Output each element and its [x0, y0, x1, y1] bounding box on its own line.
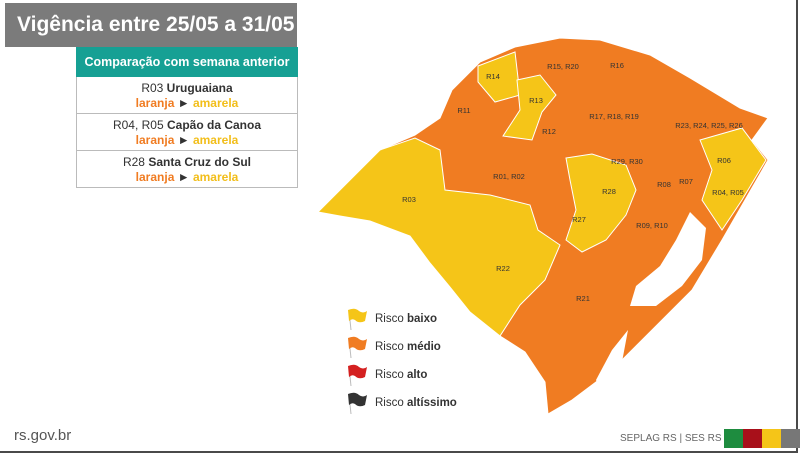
comparison-row: R04, R05 Capão da Canoa laranja ► amarela: [76, 114, 298, 151]
rs-flag-bars: [724, 429, 800, 448]
region-label: R09, R10: [636, 221, 668, 230]
legend-level: médio: [406, 341, 441, 353]
page-title: Vigência entre 25/05 a 31/05: [5, 3, 297, 47]
flag-bar-yellow: [762, 429, 781, 448]
region-label: R15, R20: [547, 62, 579, 71]
legend-level: baixo: [406, 313, 438, 325]
region-code: R03: [141, 81, 164, 95]
region-label: R13: [529, 96, 543, 105]
region-name: Santa Cruz do Sul: [148, 155, 252, 169]
region-name: Uruguaiana: [166, 81, 233, 95]
lagoa-mirim: [596, 330, 628, 396]
region-label: R22: [496, 264, 510, 273]
legend-prefix: Risco: [375, 397, 404, 409]
credits: SEPLAG RS | SES RS: [620, 433, 722, 444]
comparison-row: R28 Santa Cruz do Sul laranja ► amarela: [76, 151, 298, 188]
comparison-header: Comparação com semana anterior: [76, 47, 298, 77]
region-name: Capão da Canoa: [167, 118, 262, 132]
region-label: R12: [542, 127, 556, 136]
region-label: R21: [576, 294, 590, 303]
legend-level: alto: [406, 369, 428, 381]
legend-item: Risco altíssimo: [345, 389, 457, 417]
region-label: R28: [602, 187, 616, 196]
flag-black-icon: [348, 392, 367, 415]
region-code: R04, R05: [112, 118, 164, 132]
flag-red-icon: [348, 364, 367, 387]
region-code: R28: [122, 155, 145, 169]
region-r04-r06: [699, 127, 767, 231]
from-level: laranja: [135, 170, 175, 184]
legend-prefix: Risco: [375, 341, 404, 353]
region-label: R14: [486, 72, 500, 81]
legend-item: Risco médio: [345, 333, 457, 361]
legend-item: Risco alto: [345, 361, 457, 389]
legend-prefix: Risco: [375, 313, 404, 325]
to-level: amarela: [192, 133, 239, 147]
region-label: R27: [572, 215, 586, 224]
arrow-icon: ►: [177, 170, 190, 184]
region-r27-r28: [565, 153, 637, 253]
region-label: R01, R02: [493, 172, 525, 181]
region-r14: [477, 51, 521, 103]
region-label: R07: [679, 177, 693, 186]
legend: Risco baixo Risco médio Risco alto Risco…: [345, 305, 457, 417]
legend-item: Risco baixo: [345, 305, 457, 333]
from-level: laranja: [135, 96, 175, 110]
comparison-table: Comparação com semana anterior R03 Urugu…: [76, 47, 298, 188]
region-label: R04, R05: [712, 188, 744, 197]
region-r03-r22: [316, 137, 561, 337]
region-label: R16: [610, 61, 624, 70]
legend-level: altíssimo: [406, 397, 457, 409]
flag-bar-grey: [781, 429, 800, 448]
region-label: R17, R18, R19: [589, 112, 639, 121]
flag-yellow-icon: [348, 308, 367, 331]
region-label: R03: [402, 195, 416, 204]
region-label: R06: [717, 156, 731, 165]
region-label: R23, R24, R25, R26: [675, 121, 743, 130]
to-level: amarela: [192, 96, 239, 110]
flag-bar-red: [743, 429, 762, 448]
site-url: rs.gov.br: [14, 427, 72, 444]
arrow-icon: ►: [177, 96, 190, 110]
flag-orange-icon: [348, 336, 367, 359]
to-level: amarela: [192, 170, 239, 184]
comparison-row: R03 Uruguaiana laranja ► amarela: [76, 77, 298, 114]
flag-bar-green: [724, 429, 743, 448]
region-label: R08: [657, 180, 671, 189]
legend-prefix: Risco: [375, 369, 404, 381]
region-r13: [502, 74, 557, 141]
from-level: laranja: [135, 133, 175, 147]
arrow-icon: ►: [177, 133, 190, 147]
region-label: R11: [457, 106, 470, 115]
lagoa-dos-patos: [630, 212, 706, 306]
region-label: R29, R30: [611, 157, 643, 166]
